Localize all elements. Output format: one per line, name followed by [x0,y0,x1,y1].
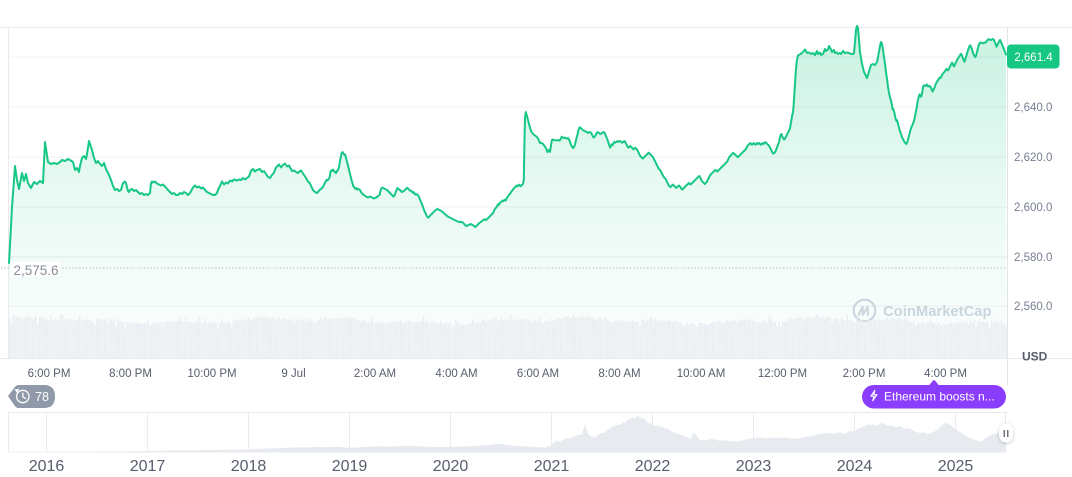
svg-text:12:00 PM: 12:00 PM [758,368,807,380]
svg-text:Ethereum boosts n...: Ethereum boosts n... [884,390,995,404]
svg-text:78: 78 [35,390,49,404]
svg-text:4:00 PM: 4:00 PM [924,368,967,380]
svg-text:2025: 2025 [938,458,974,475]
svg-text:6:00 PM: 6:00 PM [28,368,71,380]
svg-text:2021: 2021 [534,458,570,475]
svg-text:2018: 2018 [231,458,267,475]
svg-text:2,600.0: 2,600.0 [1014,202,1052,214]
svg-text:6:00 AM: 6:00 AM [517,368,559,380]
svg-text:2024: 2024 [837,458,873,475]
svg-text:2017: 2017 [130,458,166,475]
svg-text:8:00 AM: 8:00 AM [598,368,640,380]
svg-text:2019: 2019 [332,458,368,475]
svg-text:2,661.4: 2,661.4 [1014,52,1053,64]
svg-text:USD: USD [1022,350,1048,364]
svg-text:10:00 PM: 10:00 PM [187,368,236,380]
svg-text:4:00 AM: 4:00 AM [435,368,477,380]
svg-text:10:00 AM: 10:00 AM [677,368,726,380]
svg-text:2,575.6: 2,575.6 [14,263,59,278]
svg-text:2,620.0: 2,620.0 [1014,152,1052,164]
svg-text:2020: 2020 [433,458,469,475]
svg-text:2023: 2023 [736,458,772,475]
svg-text:2022: 2022 [635,458,671,475]
svg-text:2:00 PM: 2:00 PM [843,368,886,380]
svg-text:2,640.0: 2,640.0 [1014,102,1052,114]
svg-text:2,580.0: 2,580.0 [1014,252,1052,264]
svg-text:9 Jul: 9 Jul [281,368,305,380]
svg-text:8:00 PM: 8:00 PM [109,368,152,380]
svg-text:2,560.0: 2,560.0 [1014,301,1052,313]
svg-text:2016: 2016 [29,458,65,475]
svg-text:2:00 AM: 2:00 AM [354,368,396,380]
